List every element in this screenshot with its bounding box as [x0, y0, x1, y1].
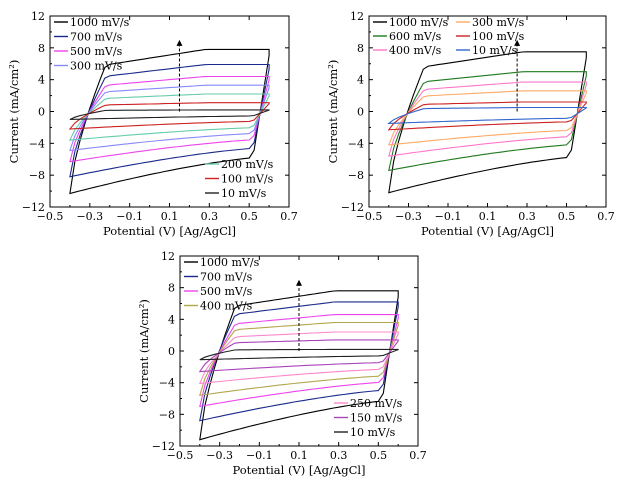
cv-curve: [69, 84, 270, 152]
cv-curve: [198, 331, 399, 385]
legend-entry: 600 mV/s: [389, 30, 442, 43]
x-tick-label: 0.3: [201, 210, 219, 223]
x-tick-label: −0.1: [246, 449, 273, 462]
cv-curve: [68, 93, 270, 141]
y-tick-label: −8: [29, 169, 45, 182]
cv-curve: [68, 102, 270, 130]
x-tick-label: −0.5: [167, 449, 194, 462]
arrow-head: [296, 279, 302, 286]
x-tick-label: 0.7: [280, 210, 298, 223]
legend-entry: 500 mV/s: [200, 285, 253, 298]
cv-chart-panel-2: −0.5 −0.3 −0.1 0.1 0.3 0.5 0.7 12 8 4 0 −4 −8 −12 Pote…: [326, 10, 615, 238]
y-tick-label: −12: [22, 201, 45, 214]
x-tick-label: −0.5: [37, 210, 64, 223]
x-tick-label: 0.5: [240, 210, 258, 223]
x-tick-label: 0.7: [597, 210, 615, 223]
x-tick-label: 0.1: [290, 449, 308, 462]
cv-curve: [388, 81, 587, 157]
legend-entry: 300 mV/s: [70, 60, 123, 73]
x-tick-label: −0.1: [435, 210, 462, 223]
legend-entry: 200 mV/s: [221, 158, 274, 171]
x-tick-label: 0.5: [370, 449, 388, 462]
legend-entry: 700 mV/s: [70, 31, 123, 44]
y-tick-label: 0: [38, 106, 45, 119]
cv-curve: [69, 63, 270, 178]
y-tick-label: −8: [159, 408, 175, 421]
cv-chart-panel-1: −0.5 −0.3 −0.1 0.1 0.3 0.5 0.7 12 8 4 0 −4 −8 −12 Pote…: [7, 10, 298, 238]
cv-curve: [199, 321, 399, 396]
x-tick-label: 0.3: [330, 449, 348, 462]
cv-curve: [198, 339, 399, 373]
cv-curve: [199, 348, 399, 361]
legend-entry: 150 mV/s: [350, 412, 403, 425]
x-tick-label: −0.3: [76, 210, 103, 223]
x-tick-label: 0.3: [518, 210, 536, 223]
legend-entry: 100 mV/s: [472, 30, 525, 43]
legend-entry: 250 mV/s: [350, 397, 403, 410]
x-tick-label: −0.1: [116, 210, 143, 223]
legend-entry: 1000 mV/s: [200, 256, 260, 269]
cv-curve: [69, 75, 270, 163]
y-tick-label: 12: [161, 250, 175, 263]
x-axis-label: Potential (V) [Ag/AgCl]: [421, 224, 554, 238]
y-tick-label: 0: [357, 106, 364, 119]
y-tick-label: −12: [341, 201, 364, 214]
x-tick-label: 0.1: [479, 210, 497, 223]
y-tick-label: −4: [348, 137, 364, 150]
x-tick-label: −0.3: [395, 210, 422, 223]
x-tick-label: −0.3: [206, 449, 233, 462]
legend-entry: 10 mV/s: [472, 44, 518, 57]
legend-entry: 10 mV/s: [350, 426, 396, 439]
y-axis-label: Current (mA/cm²): [7, 60, 21, 164]
y-tick-label: 0: [168, 345, 175, 358]
legend-entry: 300 mV/s: [472, 16, 525, 29]
y-tick-label: −4: [29, 137, 45, 150]
x-tick-label: 0.5: [558, 210, 576, 223]
arrow-head: [176, 39, 183, 46]
cv-curve: [199, 290, 399, 441]
cv-curve: [387, 90, 587, 146]
y-tick-label: −12: [152, 440, 175, 453]
y-tick-label: −4: [159, 377, 175, 390]
y-axis-label: Current (mA/cm²): [326, 60, 340, 164]
arrow-head: [514, 39, 521, 46]
y-tick-label: 4: [357, 74, 364, 87]
legend-entry: 1000 mV/s: [70, 16, 130, 29]
x-axis-label: Potential (V) [Ag/AgCl]: [232, 463, 365, 477]
x-tick-label: −0.5: [356, 210, 383, 223]
y-axis-label: Current (mA/cm²): [137, 299, 151, 403]
cv-curve: [69, 48, 270, 195]
y-tick-label: 12: [31, 10, 45, 23]
x-tick-label: 0.1: [161, 210, 179, 223]
legend-entry: 400 mV/s: [200, 300, 253, 313]
y-tick-label: 4: [168, 313, 175, 326]
y-tick-label: 4: [38, 74, 45, 87]
cv-curve: [69, 109, 270, 121]
legend-entry: 1000 mV/s: [389, 16, 449, 29]
cv-curve: [199, 301, 399, 422]
legend-entry: 100 mV/s: [221, 173, 274, 186]
x-tick-label: 0.7: [409, 449, 427, 462]
y-tick-label: 8: [357, 42, 364, 55]
cv-curve: [388, 71, 587, 172]
legend-entry: 500 mV/s: [70, 45, 123, 58]
y-tick-label: 12: [350, 10, 364, 23]
cv-curve: [387, 101, 587, 131]
x-axis-label: Potential (V) [Ag/AgCl]: [103, 224, 236, 238]
y-tick-label: −8: [348, 169, 364, 182]
legend-entry: 400 mV/s: [389, 44, 442, 57]
legend-entry: 700 mV/s: [200, 271, 253, 284]
cv-curve: [388, 51, 587, 194]
cv-chart-panel-3: −0.5 −0.3 −0.1 0.1 0.3 0.5 0.7 12 8 4 0 −4 −8 −12 Pote…: [137, 250, 427, 477]
legend-entry: 10 mV/s: [221, 187, 267, 200]
cv-curve: [387, 106, 587, 124]
y-tick-label: 8: [38, 42, 45, 55]
y-tick-label: 8: [168, 282, 175, 295]
cv-curve: [199, 314, 399, 408]
